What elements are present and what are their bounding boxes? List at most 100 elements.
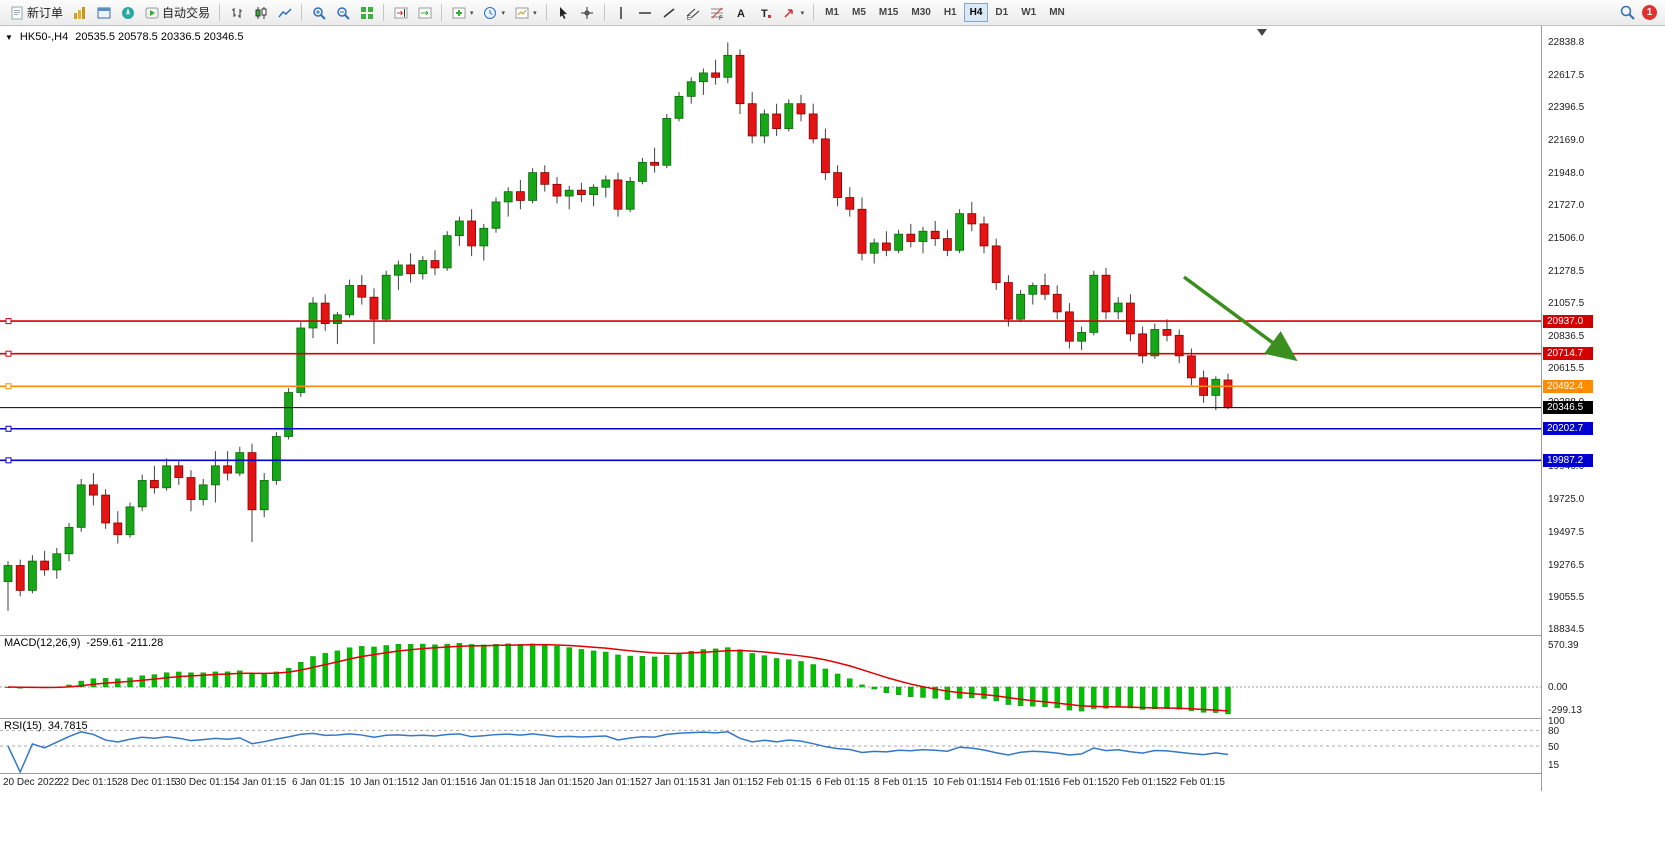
chart-shift-marker[interactable] bbox=[1257, 29, 1267, 36]
rsi-panel-canvas[interactable] bbox=[0, 718, 1541, 773]
auto-scroll-button[interactable] bbox=[413, 2, 436, 23]
data-window-button[interactable] bbox=[92, 2, 115, 23]
macd-histogram bbox=[5, 643, 1231, 715]
line-handle[interactable] bbox=[5, 350, 12, 357]
price-axis-label: 20615.5 bbox=[1548, 363, 1585, 375]
arrows-button[interactable]: ▾ bbox=[778, 2, 809, 23]
macd-axis-label: -299.13 bbox=[1548, 705, 1582, 716]
symbol-dropdown-icon[interactable]: ▼ bbox=[5, 32, 13, 42]
time-axis-label: 20 Dec 2022 bbox=[3, 777, 60, 788]
time-axis-label: 4 Jan 01:15 bbox=[234, 777, 287, 788]
time-axis-label: 16 Feb 01:15 bbox=[1049, 777, 1108, 788]
tile-windows-button[interactable] bbox=[355, 2, 378, 23]
time-axis-label: 22 Feb 01:15 bbox=[1166, 777, 1225, 788]
market-watch-button[interactable] bbox=[68, 2, 91, 23]
price-tag: 20714.7 bbox=[1543, 347, 1593, 361]
rsi-panel-separator[interactable] bbox=[0, 718, 1665, 719]
templates-icon bbox=[514, 5, 529, 20]
toolbar-separator bbox=[301, 4, 303, 21]
time-axis-label: 2 Feb 01:15 bbox=[758, 777, 812, 788]
price-axis-label: 19055.5 bbox=[1548, 591, 1585, 603]
text-label-button[interactable]: T bbox=[754, 2, 777, 23]
timeframe-h1[interactable]: H1 bbox=[938, 3, 963, 22]
time-axis-label: 27 Jan 01:15 bbox=[641, 777, 699, 788]
equidistant-channel-button[interactable]: E bbox=[682, 2, 705, 23]
new-order-button[interactable]: 新订单 bbox=[5, 2, 67, 23]
candlestick-chart-button[interactable] bbox=[249, 2, 272, 23]
trendline-icon bbox=[662, 5, 677, 20]
bar-chart-icon bbox=[229, 5, 244, 20]
line-chart-button[interactable] bbox=[273, 2, 296, 23]
main-chart-canvas[interactable] bbox=[0, 26, 1541, 635]
notification-badge[interactable]: 1 bbox=[1642, 5, 1657, 20]
toolbar-buttons: 新订单 自动交易 ▾ ▾ ▾ E F A T ▾ bbox=[5, 2, 818, 23]
time-axis-label: 30 Dec 01:15 bbox=[175, 777, 235, 788]
cursor-button[interactable] bbox=[552, 2, 575, 23]
time-axis-label: 31 Jan 01:15 bbox=[700, 777, 758, 788]
rsi-axis-label: 15 bbox=[1548, 760, 1560, 772]
rsi-line bbox=[7, 731, 1229, 773]
time-axis-label: 6 Jan 01:15 bbox=[292, 777, 345, 788]
price-axis-label: 22169.0 bbox=[1548, 135, 1585, 147]
timeframe-d1[interactable]: D1 bbox=[989, 3, 1014, 22]
toolbar-separator bbox=[383, 4, 385, 21]
price-axis-label: 19276.5 bbox=[1548, 559, 1585, 571]
timeframe-m1[interactable]: M1 bbox=[819, 3, 845, 22]
templates-button[interactable]: ▾ bbox=[510, 2, 541, 23]
chart-shift-button[interactable] bbox=[389, 2, 412, 23]
svg-text:T: T bbox=[761, 8, 768, 20]
macd-panel-canvas[interactable] bbox=[0, 635, 1541, 718]
macd-panel-separator[interactable] bbox=[0, 635, 1665, 636]
horizontal-line-button[interactable] bbox=[634, 2, 657, 23]
zoom-out-button[interactable] bbox=[331, 2, 354, 23]
line-handle[interactable] bbox=[5, 457, 12, 464]
chart-shift-icon bbox=[393, 5, 408, 20]
line-handle[interactable] bbox=[5, 318, 12, 325]
autotrading-button-label: 自动交易 bbox=[162, 6, 211, 20]
timeframe-buttons: M1 M5 M15 M30 H1 H4 D1 W1 MN bbox=[819, 3, 1071, 22]
chevron-down-icon: ▾ bbox=[800, 9, 805, 17]
periods-icon bbox=[483, 5, 498, 20]
zoom-in-button[interactable] bbox=[307, 2, 330, 23]
price-axis-label: 19946.0 bbox=[1548, 461, 1585, 473]
autotrading-button[interactable]: 自动交易 bbox=[140, 2, 214, 23]
toolbar-separator bbox=[219, 4, 221, 21]
indicators-button[interactable]: ▾ bbox=[447, 2, 478, 23]
timeframe-w1[interactable]: W1 bbox=[1015, 3, 1042, 22]
price-axis-label: 21948.0 bbox=[1548, 167, 1585, 179]
text-button[interactable]: A bbox=[730, 2, 753, 23]
equidistant-channel-icon: E bbox=[686, 5, 701, 20]
timeframe-m5[interactable]: M5 bbox=[846, 3, 872, 22]
time-axis[interactable]: 20 Dec 2022 22 Dec 01:15 28 Dec 01:15 30 De… bbox=[0, 774, 1541, 792]
chevron-down-icon: ▾ bbox=[470, 9, 474, 17]
trendline-button[interactable] bbox=[658, 2, 681, 23]
timeframe-m15[interactable]: M15 bbox=[873, 3, 904, 22]
macd-axis-label: 570.39 bbox=[1548, 640, 1579, 651]
macd-title: MACD(12,26,9) -259.61 -211.28 bbox=[4, 637, 164, 649]
arrows-icon bbox=[782, 5, 797, 20]
timeframe-m30[interactable]: M30 bbox=[905, 3, 936, 22]
timeframe-h4[interactable]: H4 bbox=[963, 3, 989, 22]
line-handle[interactable] bbox=[5, 425, 12, 432]
rsi-axis-label: 100 bbox=[1548, 716, 1565, 727]
fibonacci-button[interactable]: F bbox=[706, 2, 729, 23]
crosshair-button[interactable] bbox=[576, 2, 599, 23]
periods-button[interactable]: ▾ bbox=[479, 2, 510, 23]
svg-text:E: E bbox=[687, 16, 691, 20]
navigator-button[interactable] bbox=[116, 2, 139, 23]
cursor-icon bbox=[556, 5, 571, 20]
time-axis-label: 12 Jan 01:15 bbox=[408, 777, 466, 788]
bar-chart-button[interactable] bbox=[225, 2, 248, 23]
macd-values: -259.61 -211.28 bbox=[86, 637, 164, 649]
rsi-axis-label: 80 bbox=[1548, 726, 1560, 738]
timeframe-mn[interactable]: MN bbox=[1043, 3, 1071, 22]
toolbar-separator bbox=[813, 4, 815, 21]
price-axis[interactable]: 22838.8 22617.5 22396.5 22169.0 21948.0 21727… bbox=[1541, 26, 1665, 791]
trend-arrow-annotation[interactable] bbox=[1182, 275, 1298, 362]
vertical-line-button[interactable] bbox=[610, 2, 633, 23]
search-icon[interactable] bbox=[1620, 5, 1635, 20]
line-handle[interactable] bbox=[5, 383, 12, 390]
price-axis-label: 20836.5 bbox=[1548, 330, 1585, 342]
price-axis-label: 22617.5 bbox=[1548, 69, 1585, 81]
symbol-label: HK50-,H4 bbox=[19, 31, 69, 43]
